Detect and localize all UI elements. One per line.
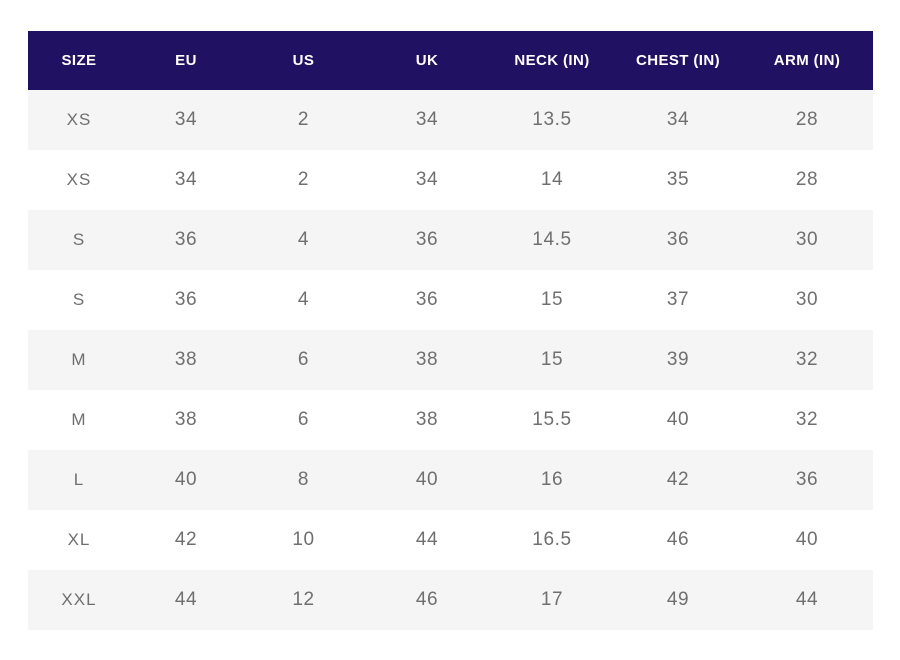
column-header-neck: NECK (IN) [489, 31, 615, 90]
cell-us: 4 [242, 270, 365, 330]
cell-neck: 15 [489, 330, 615, 390]
cell-eu: 34 [130, 90, 242, 150]
cell-uk: 34 [365, 90, 489, 150]
table-row: XS 34 2 34 14 35 28 [28, 150, 873, 210]
cell-size: XL [28, 510, 130, 570]
header-row: SIZE EU US UK NECK (IN) CHEST (IN) ARM (… [28, 31, 873, 90]
cell-us: 12 [242, 570, 365, 630]
cell-size: XS [28, 90, 130, 150]
cell-us: 6 [242, 330, 365, 390]
size-chart-container: SIZE EU US UK NECK (IN) CHEST (IN) ARM (… [28, 31, 873, 630]
cell-uk: 34 [365, 150, 489, 210]
cell-neck: 13.5 [489, 90, 615, 150]
table-row: S 36 4 36 15 37 30 [28, 270, 873, 330]
cell-eu: 34 [130, 150, 242, 210]
cell-size: XS [28, 150, 130, 210]
cell-chest: 46 [615, 510, 741, 570]
cell-eu: 38 [130, 330, 242, 390]
column-header-arm: ARM (IN) [741, 31, 873, 90]
cell-uk: 46 [365, 570, 489, 630]
cell-arm: 30 [741, 210, 873, 270]
cell-arm: 40 [741, 510, 873, 570]
cell-eu: 38 [130, 390, 242, 450]
cell-size: L [28, 450, 130, 510]
cell-us: 2 [242, 90, 365, 150]
cell-arm: 44 [741, 570, 873, 630]
cell-arm: 30 [741, 270, 873, 330]
cell-chest: 40 [615, 390, 741, 450]
cell-neck: 17 [489, 570, 615, 630]
table-row: L 40 8 40 16 42 36 [28, 450, 873, 510]
cell-size: M [28, 390, 130, 450]
cell-neck: 14 [489, 150, 615, 210]
column-header-chest: CHEST (IN) [615, 31, 741, 90]
column-header-size: SIZE [28, 31, 130, 90]
cell-eu: 36 [130, 210, 242, 270]
cell-size: S [28, 210, 130, 270]
table-row: S 36 4 36 14.5 36 30 [28, 210, 873, 270]
cell-neck: 16.5 [489, 510, 615, 570]
cell-uk: 36 [365, 210, 489, 270]
cell-uk: 38 [365, 330, 489, 390]
cell-chest: 35 [615, 150, 741, 210]
cell-us: 2 [242, 150, 365, 210]
cell-arm: 28 [741, 150, 873, 210]
cell-uk: 38 [365, 390, 489, 450]
cell-us: 10 [242, 510, 365, 570]
cell-arm: 36 [741, 450, 873, 510]
table-row: XL 42 10 44 16.5 46 40 [28, 510, 873, 570]
cell-chest: 36 [615, 210, 741, 270]
cell-us: 8 [242, 450, 365, 510]
table-row: M 38 6 38 15 39 32 [28, 330, 873, 390]
cell-arm: 32 [741, 390, 873, 450]
table-row: M 38 6 38 15.5 40 32 [28, 390, 873, 450]
cell-eu: 42 [130, 510, 242, 570]
column-header-us: US [242, 31, 365, 90]
size-chart-table: SIZE EU US UK NECK (IN) CHEST (IN) ARM (… [28, 31, 873, 630]
cell-size: XXL [28, 570, 130, 630]
column-header-eu: EU [130, 31, 242, 90]
table-row: XXL 44 12 46 17 49 44 [28, 570, 873, 630]
cell-eu: 36 [130, 270, 242, 330]
cell-arm: 28 [741, 90, 873, 150]
cell-uk: 40 [365, 450, 489, 510]
cell-size: S [28, 270, 130, 330]
cell-chest: 34 [615, 90, 741, 150]
cell-size: M [28, 330, 130, 390]
cell-neck: 15 [489, 270, 615, 330]
cell-chest: 39 [615, 330, 741, 390]
cell-eu: 40 [130, 450, 242, 510]
cell-us: 6 [242, 390, 365, 450]
cell-us: 4 [242, 210, 365, 270]
cell-arm: 32 [741, 330, 873, 390]
cell-chest: 49 [615, 570, 741, 630]
cell-uk: 36 [365, 270, 489, 330]
cell-chest: 42 [615, 450, 741, 510]
table-row: XS 34 2 34 13.5 34 28 [28, 90, 873, 150]
column-header-uk: UK [365, 31, 489, 90]
cell-eu: 44 [130, 570, 242, 630]
cell-neck: 16 [489, 450, 615, 510]
cell-chest: 37 [615, 270, 741, 330]
cell-neck: 14.5 [489, 210, 615, 270]
cell-neck: 15.5 [489, 390, 615, 450]
cell-uk: 44 [365, 510, 489, 570]
